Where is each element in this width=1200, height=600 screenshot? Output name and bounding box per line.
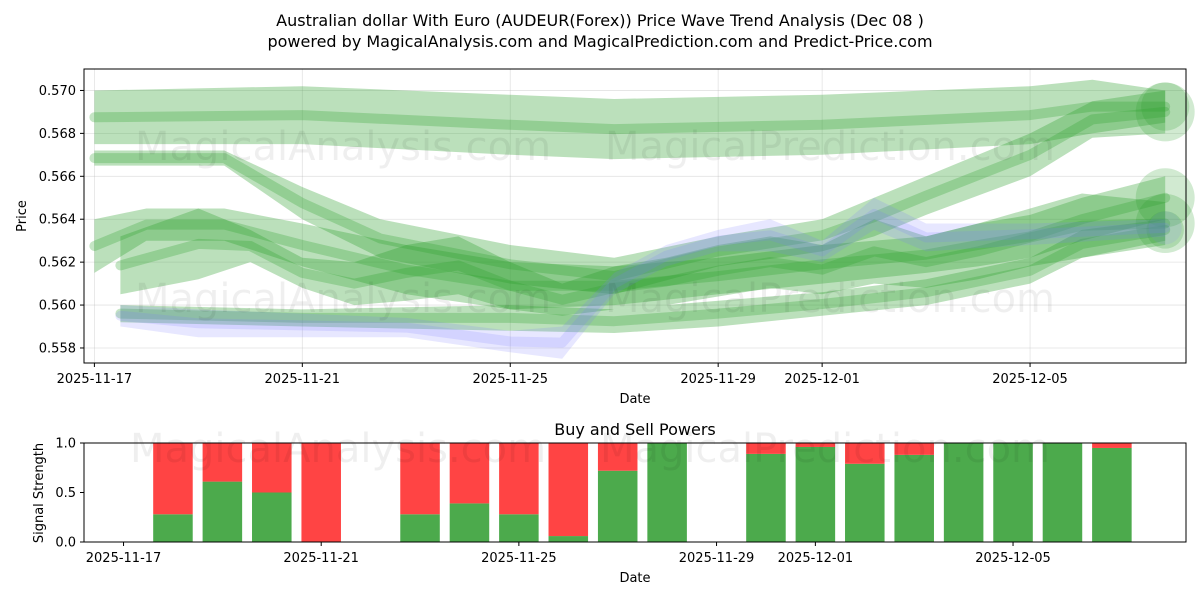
sell-bar bbox=[202, 443, 243, 482]
buy-bar bbox=[795, 446, 836, 542]
band-blue-band bbox=[120, 197, 1166, 359]
signal-title: Buy and Sell Powers bbox=[554, 420, 716, 439]
signal-bars bbox=[153, 443, 1132, 542]
price-y-tick-label: 0.558 bbox=[39, 341, 76, 356]
signal-y-tick-label: 1.0 bbox=[55, 437, 76, 452]
price-y-tick-label: 0.568 bbox=[39, 127, 76, 142]
signal-x-tick-label: 2025-11-29 bbox=[679, 551, 755, 566]
price-y-label: Price bbox=[15, 200, 30, 232]
band-strand-upper-band bbox=[89, 101, 1171, 135]
band-cap-upper-band bbox=[1141, 82, 1190, 131]
buy-bar bbox=[153, 514, 193, 542]
buy-bar bbox=[746, 453, 786, 542]
price-y-ticks: 0.558 0.560 0.562 0.564 0.566 0.568 0.570 bbox=[39, 84, 84, 356]
price-x-ticks: 2025-11-17 2025-11-21 2025-11-25 2025-11-29… bbox=[57, 363, 1068, 387]
band-upper-trend bbox=[94, 90, 1166, 295]
band-strand-lower-band bbox=[115, 224, 1171, 327]
buy-bar bbox=[252, 492, 292, 542]
price-frame bbox=[83, 68, 1187, 364]
price-y-tick-label: 0.562 bbox=[39, 256, 76, 271]
price-x-tick-label: 2025-11-21 bbox=[265, 372, 341, 387]
signal-watermarks: MagicalAnalysis.com MagicalPrediction.co… bbox=[130, 426, 1050, 472]
sell-bar bbox=[597, 443, 638, 471]
price-x-tick-label: 2025-12-05 bbox=[992, 372, 1068, 387]
buy-bar bbox=[647, 443, 687, 542]
chart-title: Australian dollar With Euro (AUDEUR(Fore… bbox=[276, 11, 924, 30]
buy-bar bbox=[499, 514, 539, 542]
band-strand-mid-trend bbox=[89, 192, 1171, 291]
signal-panel: Buy and Sell Powers MagicalAnalysis.com … bbox=[32, 420, 1187, 586]
band-cap-mid-trend bbox=[1135, 168, 1195, 228]
buy-bar bbox=[894, 454, 934, 542]
signal-y-ticks: 0.0 0.5 1.0 bbox=[55, 437, 84, 551]
band-lower-trend bbox=[120, 193, 1166, 316]
signal-watermark-prediction: MagicalPrediction.com bbox=[600, 426, 1050, 472]
price-y-tick-label: 0.560 bbox=[39, 299, 76, 314]
price-x-tick-label: 2025-12-01 bbox=[784, 372, 860, 387]
buy-bar bbox=[400, 514, 440, 542]
sell-bar bbox=[1092, 443, 1132, 448]
chart-subtitle: powered by MagicalAnalysis.com and Magic… bbox=[267, 32, 932, 51]
band-cap-lower-trend bbox=[1135, 194, 1195, 253]
band-mid-trend bbox=[94, 176, 1166, 310]
price-x-tick-label: 2025-11-25 bbox=[472, 372, 548, 387]
buy-bar bbox=[993, 443, 1033, 542]
watermark-prediction: MagicalPrediction.com bbox=[605, 124, 1055, 170]
price-x-tick-label: 2025-11-29 bbox=[680, 372, 756, 387]
band-strand-upper-trend bbox=[89, 106, 1171, 282]
sell-bar bbox=[548, 443, 589, 537]
signal-x-tick-label: 2025-11-25 bbox=[481, 551, 557, 566]
sell-bar bbox=[746, 443, 786, 454]
buy-bar bbox=[548, 536, 589, 542]
sell-bar bbox=[400, 443, 440, 515]
signal-y-label: Signal Strength bbox=[32, 443, 47, 543]
signal-x-tick-label: 2025-11-17 bbox=[86, 551, 162, 566]
buy-bar bbox=[597, 470, 638, 542]
signal-x-tick-label: 2025-12-01 bbox=[778, 551, 854, 566]
band-strand-lower-trend bbox=[115, 218, 1171, 305]
watermark-analysis: MagicalAnalysis.com bbox=[135, 124, 551, 170]
sell-bar bbox=[301, 443, 341, 542]
sell-bar bbox=[795, 443, 836, 447]
price-x-label: Date bbox=[619, 392, 650, 407]
buy-bar bbox=[202, 481, 243, 542]
signal-x-label: Date bbox=[619, 571, 650, 586]
watermark-prediction-2: MagicalPrediction.com bbox=[605, 276, 1055, 322]
signal-x-tick-label: 2025-12-05 bbox=[975, 551, 1051, 566]
price-y-tick-label: 0.564 bbox=[39, 213, 76, 228]
sell-bar bbox=[845, 443, 885, 464]
signal-y-tick-label: 0.5 bbox=[55, 486, 76, 501]
band-upper-band bbox=[94, 79, 1166, 160]
sell-bar bbox=[499, 443, 539, 515]
price-x-tick-label: 2025-11-17 bbox=[57, 372, 133, 387]
signal-x-tick-label: 2025-11-21 bbox=[283, 551, 359, 566]
watermark-analysis-2: MagicalAnalysis.com bbox=[135, 276, 551, 322]
buy-bar bbox=[1092, 447, 1132, 542]
sell-bar bbox=[252, 443, 292, 493]
band-cap-lower-band bbox=[1146, 211, 1184, 249]
price-grid bbox=[84, 69, 1186, 363]
buy-bar bbox=[1042, 443, 1083, 542]
price-y-tick-label: 0.566 bbox=[39, 170, 76, 185]
price-watermarks: MagicalAnalysis.com MagicalPrediction.co… bbox=[135, 124, 1055, 322]
buy-bar bbox=[943, 443, 984, 542]
price-bands bbox=[89, 79, 1195, 359]
band-cap-blue-band bbox=[1148, 211, 1182, 245]
price-panel: MagicalAnalysis.com MagicalPrediction.co… bbox=[15, 68, 1195, 407]
sell-bar bbox=[894, 443, 934, 455]
band-cap-upper-trend bbox=[1135, 82, 1195, 142]
band-lower-band bbox=[120, 219, 1166, 333]
sell-bar bbox=[153, 443, 193, 515]
signal-x-ticks: 2025-11-17 2025-11-21 2025-11-25 2025-11-29… bbox=[86, 542, 1051, 566]
signal-watermark-analysis: MagicalAnalysis.com bbox=[130, 426, 546, 472]
signal-y-tick-label: 0.0 bbox=[55, 536, 76, 551]
band-strand-blue-band bbox=[115, 208, 1171, 348]
buy-bar bbox=[845, 463, 885, 542]
sell-bar bbox=[449, 443, 490, 504]
price-y-tick-label: 0.570 bbox=[39, 84, 76, 99]
buy-bar bbox=[449, 503, 490, 542]
